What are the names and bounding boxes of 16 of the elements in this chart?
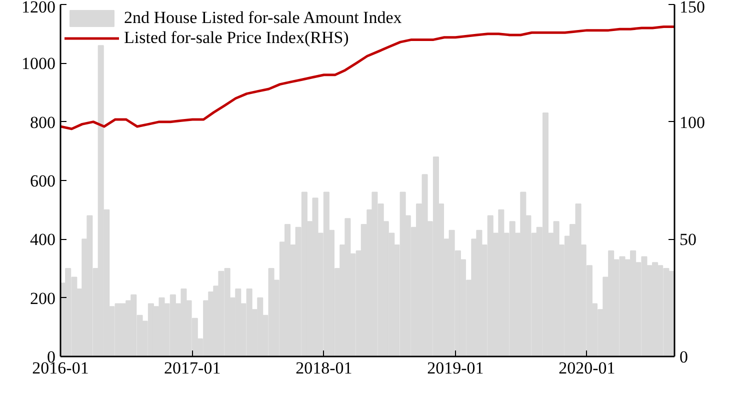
y2-tick-label: 100 [680, 112, 705, 132]
y-tick-label: 600 [30, 172, 56, 190]
y-tick-label: 400 [30, 230, 56, 250]
x-tick-label: 2017-01 [164, 358, 221, 378]
x-tick-label: 2019-01 [427, 358, 484, 378]
y-tick-label: 800 [30, 112, 56, 132]
y2-tick-label: 50 [680, 230, 696, 250]
y2-tick-label: 0 [680, 348, 688, 366]
y-tick-label: 1200 [22, 0, 56, 16]
legend-label: 2nd House Listed for-sale Amount Index [124, 8, 402, 28]
x-tick-label: 2020-01 [558, 358, 616, 378]
y2-tick-label: 150 [680, 0, 705, 16]
y-tick-label: 200 [30, 288, 56, 308]
y-tick-label: 1000 [22, 54, 56, 74]
legend-label: Listed for-sale Price Index(RHS) [124, 28, 349, 48]
x-tick-label: 2018-01 [296, 358, 352, 378]
